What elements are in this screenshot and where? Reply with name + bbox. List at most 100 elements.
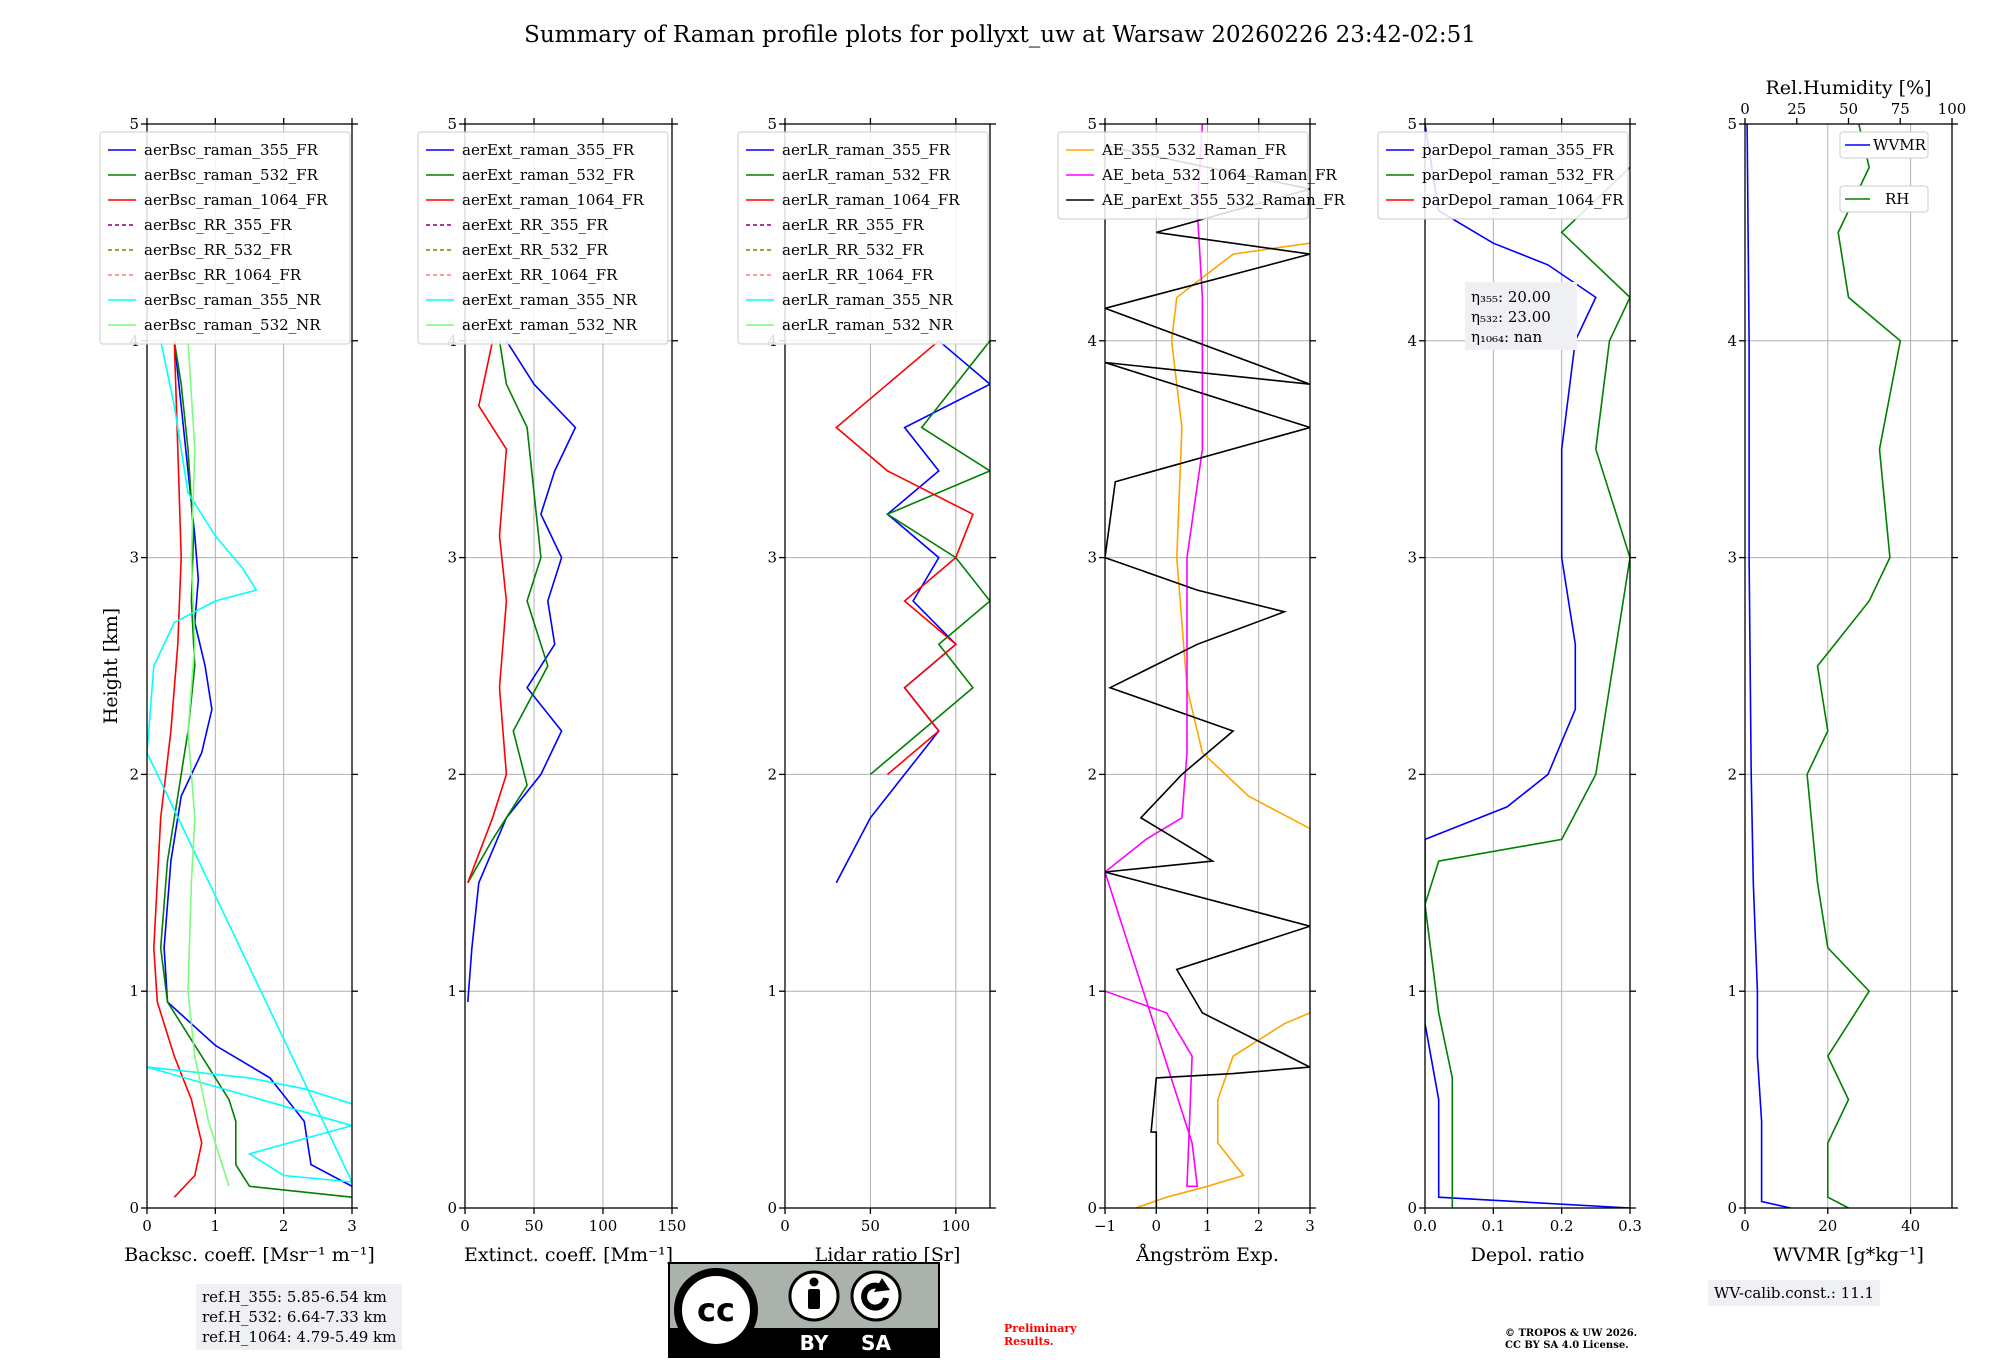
legend-entry: aerBsc_RR_1064_FR — [144, 266, 302, 284]
x-axis-label: Extinct. coeff. [Mm⁻¹] — [464, 1244, 673, 1266]
legend-entry: aerLR_raman_355_FR — [782, 141, 951, 159]
legend-entry: aerLR_raman_532_FR — [782, 166, 951, 184]
tick-label-y: 4 — [1407, 332, 1417, 350]
tick-label-y: 5 — [1727, 115, 1737, 133]
tick-label-x2: 50 — [1839, 100, 1858, 118]
tick-label-y: 2 — [767, 765, 777, 783]
tick-label-x: 40 — [1901, 1217, 1920, 1235]
eta-label: η₅₃₂: 23.00 — [1471, 308, 1551, 326]
tick-label-x: 150 — [658, 1217, 687, 1235]
tick-label-x: 3 — [347, 1217, 357, 1235]
tick-label-x: 0.2 — [1550, 1217, 1574, 1235]
tick-label-y: 0 — [129, 1199, 139, 1217]
ref-height-532: ref.H_532: 6.64-7.33 km — [202, 1308, 387, 1326]
panel-bsc: 0123450123Backsc. coeff. [Msr⁻¹ m⁻¹]Heig… — [99, 115, 375, 1266]
tick-label-x: 2 — [1254, 1217, 1264, 1235]
tick-label-y: 2 — [1727, 765, 1737, 783]
legend-entry: AE_355_532_Raman_FR — [1101, 141, 1287, 159]
tick-label-y: 1 — [1727, 982, 1737, 1000]
x-axis-label: Backsc. coeff. [Msr⁻¹ m⁻¹] — [124, 1244, 375, 1266]
tick-label-y: 1 — [767, 982, 777, 1000]
x2-axis-label: Rel.Humidity [%] — [1765, 77, 1931, 99]
plot-frame — [1424, 123, 1631, 1209]
share-alike-icon — [850, 1270, 902, 1322]
series-aerLR_raman_355_FR — [835, 340, 990, 884]
preliminary-line-2: Results. — [1004, 1335, 1054, 1348]
eta-label: η₁₀₆₄: nan — [1471, 328, 1542, 346]
cc-icon — [674, 1268, 758, 1352]
legend-entry: aerExt_RR_355_FR — [462, 216, 609, 234]
tick-label-x: 0.1 — [1481, 1217, 1505, 1235]
legend-entry: parDepol_raman_532_FR — [1422, 166, 1615, 184]
legend-entry: parDepol_raman_1064_FR — [1422, 191, 1624, 209]
series-AE_parExt_355_532_Raman_FR — [1105, 144, 1310, 1208]
series-group — [1746, 124, 1902, 1208]
series-aerBsc_raman_532_NR — [187, 340, 230, 1187]
tick-label-y: 2 — [1087, 765, 1097, 783]
legend-entry: aerBsc_raman_532_FR — [144, 166, 319, 184]
tick-label-x: 3 — [1305, 1217, 1315, 1235]
legend-box — [99, 131, 351, 345]
legend-entry: aerLR_RR_1064_FR — [782, 266, 934, 284]
tick-label-x2: 0 — [1740, 100, 1750, 118]
tick-label-x: 0 — [1740, 1217, 1750, 1235]
x-axis-label: Depol. ratio — [1471, 1244, 1585, 1266]
tick-label-x2: 75 — [1891, 100, 1910, 118]
preliminary-note: Preliminary Results. — [1004, 1322, 1077, 1348]
legend-entry: aerExt_raman_355_FR — [462, 141, 635, 159]
tick-label-y: 1 — [1087, 982, 1097, 1000]
x-axis-label: WVMR [g*kg⁻¹] — [1773, 1244, 1924, 1266]
legend-entry: aerExt_raman_1064_FR — [462, 191, 644, 209]
tick-label-y: 5 — [447, 115, 457, 133]
tick-label-y: 5 — [767, 115, 777, 133]
tick-label-x: 100 — [589, 1217, 618, 1235]
legend: aerBsc_raman_355_FR aerBsc_raman_532_FRae… — [99, 131, 351, 345]
panel-depol: 0 1 2 3 4 5 0.0 0.1 0.2 0.3 Depol. ratio parDepol_r… — [1377, 115, 1642, 1266]
tick-label-y: 4 — [1727, 332, 1737, 350]
legend: parDepol_raman_355_FR parDepol_raman_532_… — [1377, 131, 1629, 220]
preliminary-line-1: Preliminary — [1004, 1322, 1077, 1335]
legend-entry: aerExt_raman_355_NR — [462, 291, 638, 309]
legend-entry: AE_parExt_355_532_Raman_FR — [1101, 191, 1346, 209]
legend-entry: aerExt_RR_1064_FR — [462, 266, 618, 284]
tick-label-x: 1 — [1203, 1217, 1213, 1235]
tick-label-x: 50 — [861, 1217, 880, 1235]
tick-label-y: 3 — [1087, 549, 1097, 567]
eta-label: η₃₅₅: 20.00 — [1471, 288, 1551, 306]
legend: aerExt_raman_355_FR aerExt_raman_532_FRae… — [417, 131, 669, 345]
wv-calib-text: WV-calib.const.: 11.1 — [1714, 1284, 1875, 1302]
tick-label-x: 0 — [780, 1217, 790, 1235]
ref-height-1064: ref.H_1064: 4.79-5.49 km — [202, 1328, 397, 1346]
cc-icon-text: cc — [697, 1291, 735, 1329]
wvmr-legend-label: WVMR — [1873, 136, 1927, 154]
tick-label-y: 0 — [1087, 1199, 1097, 1217]
tick-label-x: 0.0 — [1413, 1217, 1437, 1235]
tick-label-y: 1 — [129, 982, 139, 1000]
legend-entry: aerBsc_RR_532_FR — [144, 241, 292, 259]
wv-calibration-box: WV-calib.const.: 11.1 — [1708, 1280, 1881, 1306]
series-AE_beta_532_1064_Raman_FR — [1105, 124, 1204, 1188]
wv-legend: WVMR RH — [1839, 131, 1929, 213]
series-group — [467, 340, 577, 1003]
legend-entry: aerBsc_raman_355_NR — [144, 291, 321, 309]
x-axis-label: Ångström Exp. — [1135, 1244, 1279, 1266]
panel-ext: 012345050100150Extinct. coeff. [Mm⁻¹]aer… — [417, 115, 687, 1266]
legend-entry: aerBsc_raman_532_NR — [144, 316, 321, 334]
tick-label-y: 3 — [767, 549, 777, 567]
tick-label-x: 0 — [460, 1217, 470, 1235]
series-aerExt_raman_355_FR — [467, 340, 577, 1003]
plot-frame — [464, 123, 673, 1209]
plot-frame — [1744, 123, 1953, 1209]
series-aerExt_raman_532_FR — [467, 340, 549, 884]
series-RH — [1806, 124, 1902, 1208]
badge-sa-label: SA — [861, 1331, 891, 1355]
ref-height-355: ref.H_355: 5.85-6.54 km — [202, 1288, 387, 1306]
copyright-note: © TROPOS & UW 2026. CC BY SA 4.0 License… — [1505, 1328, 1637, 1352]
series-aerBsc_raman_355_FR — [163, 340, 352, 1188]
series-parDepol_raman_532_FR — [1425, 166, 1630, 1208]
series-parDepol_raman_355_FR — [1425, 124, 1630, 1208]
tick-label-x: 50 — [524, 1217, 543, 1235]
series-aerBsc_raman_355_NR — [147, 340, 352, 1183]
